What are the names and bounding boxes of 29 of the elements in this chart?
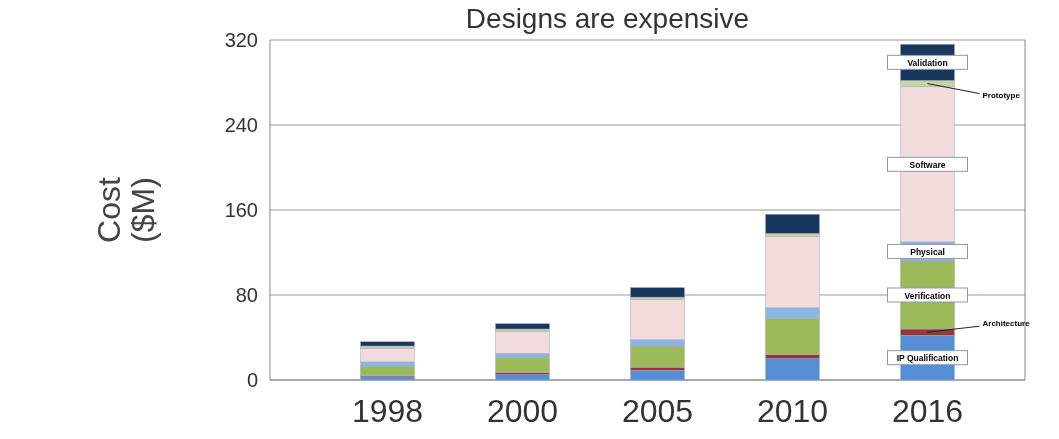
bar	[360, 347, 415, 363]
series-label: Software	[909, 159, 946, 170]
bar	[630, 370, 685, 381]
chart-title: Designs are expensive	[465, 3, 750, 34]
series-label: IP Qualification	[896, 353, 959, 364]
y-tick-label: 320	[224, 29, 258, 51]
x-tick-label: 2016	[891, 393, 964, 429]
y-tick-label: 240	[224, 114, 258, 136]
bar	[495, 357, 550, 373]
bar	[630, 287, 685, 298]
x-tick-label: 2010	[756, 393, 829, 429]
bar	[765, 358, 820, 381]
bar	[495, 323, 550, 330]
series-label: Verification	[904, 290, 951, 301]
series-label: Validation	[907, 57, 948, 68]
bar	[495, 374, 550, 381]
x-tick-label: 1998	[351, 393, 424, 429]
x-tick-label: 2000	[486, 393, 559, 429]
bar	[360, 341, 415, 347]
bar	[765, 214, 820, 234]
text: Architecture	[982, 319, 1031, 329]
text: Prototype	[982, 90, 1021, 100]
x-tick-label: 2005	[621, 393, 694, 429]
y-axis-title: Cost ($M)	[91, 176, 161, 243]
bar	[495, 330, 550, 354]
y-tick-label: 80	[235, 284, 258, 306]
y-tick-label: 0	[246, 369, 258, 391]
series-label: Physical	[910, 246, 945, 257]
y-tick-label: 160	[224, 199, 258, 221]
